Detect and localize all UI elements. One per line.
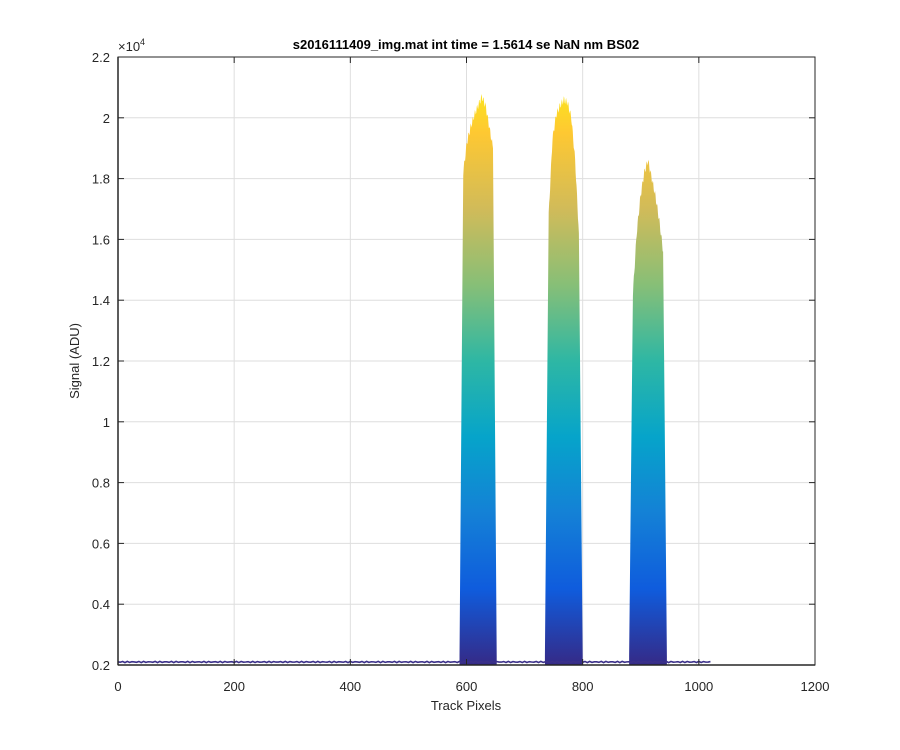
y-tick-label: 0.8: [92, 476, 110, 491]
x-tick-label: 200: [223, 679, 245, 694]
y-tick-label: 2.2: [92, 50, 110, 65]
y-exponent-base: ×10: [118, 39, 140, 54]
signal-peak-3: [629, 159, 667, 665]
y-tick-label: 0.2: [92, 658, 110, 673]
y-tick-label: 1.4: [92, 293, 110, 308]
x-tick-label: 400: [339, 679, 361, 694]
signal-peak-1: [459, 94, 497, 665]
y-tick-label: 1: [103, 415, 110, 430]
tick-labels: 0 200 400 600 800 1000 1200 0.2 0.4 0.6 0.8 1 1.2 1.4…: [92, 50, 830, 694]
axes: [117, 56, 816, 666]
plot-area: [117, 94, 711, 665]
x-tick-label: 1200: [801, 679, 830, 694]
y-exponent-label: ×10 4: [118, 37, 145, 54]
x-tick-label: 600: [456, 679, 478, 694]
signal-peak-2: [544, 96, 583, 665]
y-tick-label: 1.6: [92, 232, 110, 247]
x-tick-label: 0: [114, 679, 121, 694]
chart-title: s2016111409_img.mat int time = 1.5614 se…: [293, 37, 640, 52]
y-tick-label: 0.4: [92, 597, 110, 612]
y-tick-label: 1.2: [92, 354, 110, 369]
x-axis-label: Track Pixels: [431, 698, 502, 713]
y-tick-label: 0.6: [92, 536, 110, 551]
x-tick-label: 1000: [684, 679, 713, 694]
y-axis-label: Signal (ADU): [67, 323, 82, 399]
y-exponent-power: 4: [140, 37, 145, 47]
y-tick-label: 1.8: [92, 172, 110, 187]
x-tick-label: 800: [572, 679, 594, 694]
y-tick-label: 2: [103, 111, 110, 126]
baseline-line: [117, 660, 711, 664]
